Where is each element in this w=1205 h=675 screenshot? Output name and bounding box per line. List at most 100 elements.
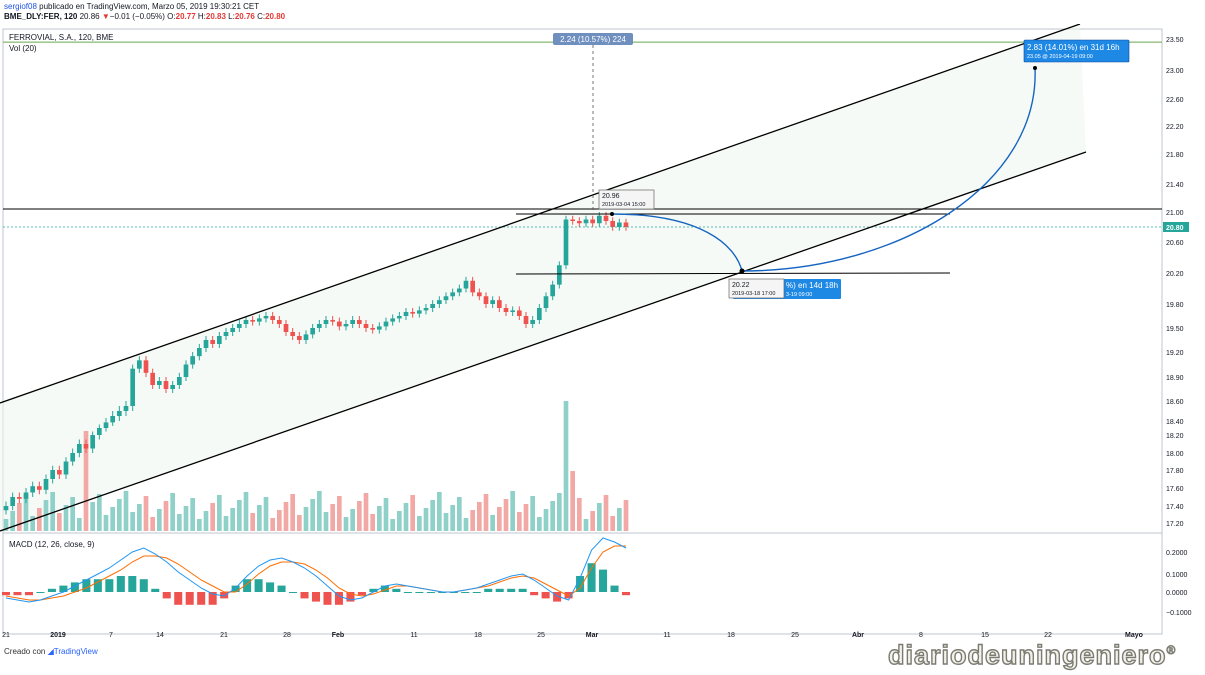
- macd-histogram-bar: [530, 592, 539, 596]
- volume-bar: [290, 494, 295, 531]
- macd-histogram-bar: [426, 592, 435, 593]
- volume-bar: [457, 497, 462, 531]
- volume-bar: [423, 508, 429, 531]
- candle-body: [597, 215, 602, 224]
- candle-body: [217, 336, 222, 344]
- macd-histogram-bar: [311, 592, 321, 602]
- candle-body: [10, 497, 15, 506]
- candle-body: [517, 310, 522, 316]
- x-tick-label: 7: [109, 632, 113, 639]
- candle-body: [130, 368, 135, 406]
- volume-bar: [90, 502, 95, 531]
- volume-bar: [83, 431, 89, 531]
- x-tick-label: 11: [410, 632, 417, 639]
- y-tick-label: 18.00: [1166, 451, 1184, 458]
- macd-histogram-bar: [197, 592, 206, 605]
- candle-body: [557, 265, 562, 285]
- projection-point: [739, 268, 745, 274]
- volume-bar: [370, 514, 375, 531]
- macd-histogram-bar: [289, 592, 298, 593]
- macd-histogram-bar: [380, 585, 389, 592]
- candle-body: [310, 328, 315, 335]
- volume-bar: [530, 496, 535, 531]
- volume-bar: [417, 516, 422, 531]
- measure-badge: [553, 33, 633, 45]
- candle-body: [450, 292, 455, 297]
- support-line: [515, 272, 951, 275]
- macd-histogram-bar: [116, 576, 125, 592]
- macd-histogram-bar: [472, 592, 481, 593]
- candle-body: [57, 470, 62, 475]
- macd-histogram-bar: [576, 576, 585, 592]
- x-tick-label: Feb: [332, 632, 344, 639]
- y-tick-label: 21.80: [1166, 152, 1184, 159]
- macd-histogram-bar: [599, 569, 608, 592]
- volume-bar: [450, 505, 455, 531]
- volume-bar: [350, 509, 355, 531]
- y-tick-label: 22.20: [1166, 124, 1184, 131]
- volume-bar: [197, 519, 202, 531]
- candle-body: [417, 310, 422, 314]
- volume-bar: [337, 496, 342, 531]
- chart-area[interactable]: 23.50 23.00 22.60 22.20 21.80 21.40 21.00 20.60…: [0, 24, 1205, 642]
- candle-body: [543, 296, 549, 308]
- macd-histogram-bar: [243, 579, 252, 592]
- volume-bar: [550, 501, 555, 531]
- macd-histogram-bar: [128, 576, 137, 592]
- tradingview-link[interactable]: ◢TradingView: [47, 647, 98, 656]
- chart-title: FERROVIAL, S.A., 120, BME: [9, 33, 113, 42]
- macd-histogram-bar: [357, 592, 366, 596]
- x-tick-label: Abr: [852, 632, 864, 639]
- candle-body: [37, 486, 42, 490]
- price-axis[interactable]: 23.50 23.00 22.60 22.20 21.80 21.40 21.00 20.60…: [1166, 37, 1184, 528]
- macd-histogram-bar: [139, 579, 148, 592]
- volume-bar: [270, 518, 275, 531]
- last-price-tag-text: 20.80: [1166, 225, 1184, 232]
- candle-body: [290, 332, 295, 336]
- x-tick-label: 21: [220, 632, 228, 639]
- volume-bar: [203, 511, 209, 531]
- volume-bar: [330, 504, 335, 531]
- candle-body: [570, 219, 575, 221]
- candle-body: [137, 360, 142, 369]
- y-tick-label: 19.50: [1166, 326, 1184, 333]
- volume-bar: [570, 471, 575, 531]
- macd-histogram-bar: [484, 588, 493, 592]
- support-label-date: 2019-03-18 17:00: [732, 291, 775, 297]
- projection-1-sub: 3-19 09:00: [786, 292, 812, 298]
- macd-histogram-bar: [495, 588, 504, 592]
- x-tick-label: 18: [727, 632, 735, 639]
- symbol-line: BME_DLY:FER, 120 20.86 ▼−0.01 (−0.05%) O…: [4, 12, 286, 21]
- candle-body: [197, 348, 202, 357]
- high-label-date: 2019-03-04 15:00: [602, 202, 645, 208]
- x-tick-label: 15: [981, 632, 989, 639]
- macd-histogram-bar: [13, 592, 22, 596]
- author-link[interactable]: sergiof08: [4, 2, 37, 11]
- high-value: 20.83: [205, 12, 226, 21]
- candle-body: [603, 215, 609, 221]
- projection-curve-1: [611, 213, 743, 272]
- candle-body: [23, 492, 29, 499]
- candle-body: [350, 320, 355, 324]
- volume-bar: [410, 495, 415, 531]
- volume-bar: [297, 515, 302, 531]
- candle-body: [370, 328, 375, 330]
- macd-histogram-bar: [277, 585, 286, 592]
- published-text: publicado en TradingView.com, Marzo 05, …: [39, 2, 260, 11]
- volume-bar: [23, 495, 29, 531]
- y-tick-label: 17.80: [1166, 468, 1184, 475]
- candle-body: [283, 324, 289, 332]
- time-axis[interactable]: 21 2019 7 14 21 28 Feb 11 18 25 Mar 11 18 25 Abr 8 15 22 M…: [2, 632, 1143, 639]
- candle-body: [437, 300, 442, 304]
- macd-histogram-bar: [82, 579, 91, 592]
- candle-body: [470, 280, 475, 293]
- candle-body: [323, 320, 329, 324]
- last-price-tag: [1163, 222, 1189, 232]
- high-label-price: 20.96: [602, 193, 620, 200]
- projection-2-text: 2.83 (14.01%) en 31d 16h: [1027, 43, 1120, 52]
- volume-bar: [390, 519, 395, 531]
- volume-bar: [283, 502, 289, 531]
- macd-tick-label: −0.1000: [1166, 610, 1192, 617]
- candle-body: [157, 381, 162, 385]
- macd-histogram-bar: [36, 592, 45, 593]
